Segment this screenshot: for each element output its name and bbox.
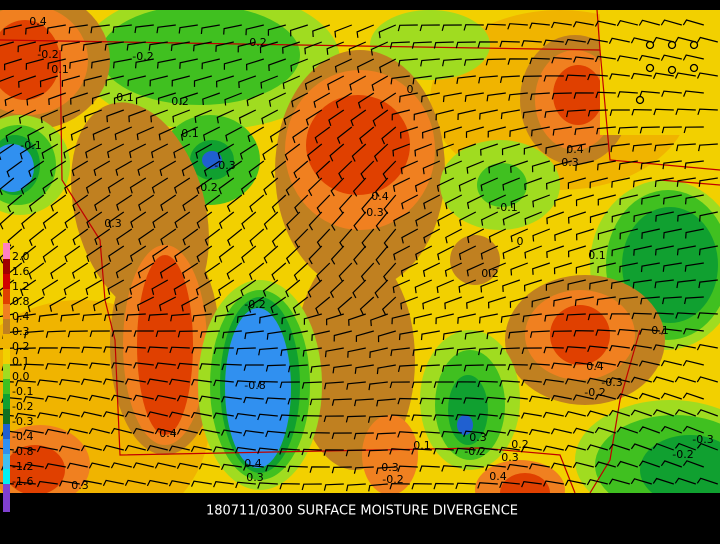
contour-label: 0.4 <box>371 190 389 203</box>
legend-label: -0.4 <box>12 430 33 443</box>
contour-label: -0.3 <box>692 433 713 446</box>
contour-label: -0.2 <box>244 298 265 311</box>
map-title: 180711/0300 SURFACE MOISTURE DIVERGENCE <box>206 504 518 519</box>
legend-label: -1.6 <box>12 475 33 488</box>
contour-label: 0.3 <box>71 479 89 492</box>
contour-label: 0.2 <box>481 267 499 280</box>
legend-label: 1.6 <box>12 265 30 278</box>
contour-label: -0.2 <box>584 386 605 399</box>
contour-label: 0.4 <box>586 360 604 373</box>
contour-label: 0.4 <box>489 470 507 483</box>
legend-label: 0.1 <box>12 355 30 368</box>
legend-label: -0.1 <box>12 385 33 398</box>
contour-label: -0.3 <box>601 376 622 389</box>
legend-label: 0.0 <box>12 370 30 383</box>
contour-label: 0.2 <box>249 36 267 49</box>
contour-label: 0.1 <box>51 63 69 76</box>
contour-labels: 0.40.10.2-0.20.1 0.20.1-0.3-0.200.40.30.4… <box>20 15 713 492</box>
legend-label: -0.2 <box>12 400 33 413</box>
contour-label: 0.1 <box>413 439 431 452</box>
contour-label: 0.3 <box>501 451 519 464</box>
contour-label: 0.3 <box>381 461 399 474</box>
wind-barbs <box>0 19 719 492</box>
contour-label: 0.1 <box>116 91 134 104</box>
legend-label: 0.3 <box>12 325 30 338</box>
contour-label: 0.4 <box>244 457 262 470</box>
contour-label: 0 <box>517 235 524 248</box>
legend-label: -0.3 <box>12 415 33 428</box>
legend-label: -0.8 <box>12 445 33 458</box>
contour-label: 0.1 <box>181 127 199 140</box>
contour-label: 0.4 <box>29 15 47 28</box>
contour-label: 0.3 <box>366 206 384 219</box>
color-legend: 2.0 1.6 1.2 0.8 0.4 0.3 0.2 0.1 0.0 -0.1 -0.2 -0.3 -… <box>3 243 33 512</box>
legend-label: 0.4 <box>12 310 30 323</box>
legend-label: 0.2 <box>12 340 30 353</box>
contour-label: -0.2 <box>382 473 403 486</box>
contour-label: -0.2 <box>464 445 485 458</box>
contour-label: 0.3 <box>104 217 122 230</box>
contour-label: 0.3 <box>469 431 487 444</box>
legend-label: 2.0 <box>12 250 30 263</box>
contour-label: 0 <box>407 83 414 96</box>
legend-label: -1.2 <box>12 460 33 473</box>
contour-label: -0.8 <box>244 379 265 392</box>
contour-label: 0.3 <box>246 471 264 484</box>
contour-label: 0.4 <box>159 427 177 440</box>
legend-label: 0.8 <box>12 295 30 308</box>
contour-label: 0.2 <box>511 438 529 451</box>
contour-label: 0.1 <box>651 324 669 337</box>
contour-label: -0.2 <box>196 181 217 194</box>
contour-label: 0.4 <box>566 143 584 156</box>
contour-label: -0.2 <box>37 48 58 61</box>
contour-label: 0.3 <box>561 156 579 169</box>
legend-label: 1.2 <box>12 280 30 293</box>
contour-label: -0.2 <box>132 50 153 63</box>
contour-label: -0.1 <box>496 201 517 214</box>
contour-label: -0.2 <box>672 448 693 461</box>
contour-label: 0.1 <box>588 249 606 262</box>
contour-label: 0.2 <box>171 95 189 108</box>
contour-label: -0.1 <box>20 139 41 152</box>
contour-label: -0.3 <box>214 159 235 172</box>
wind-barb-set <box>0 19 719 492</box>
